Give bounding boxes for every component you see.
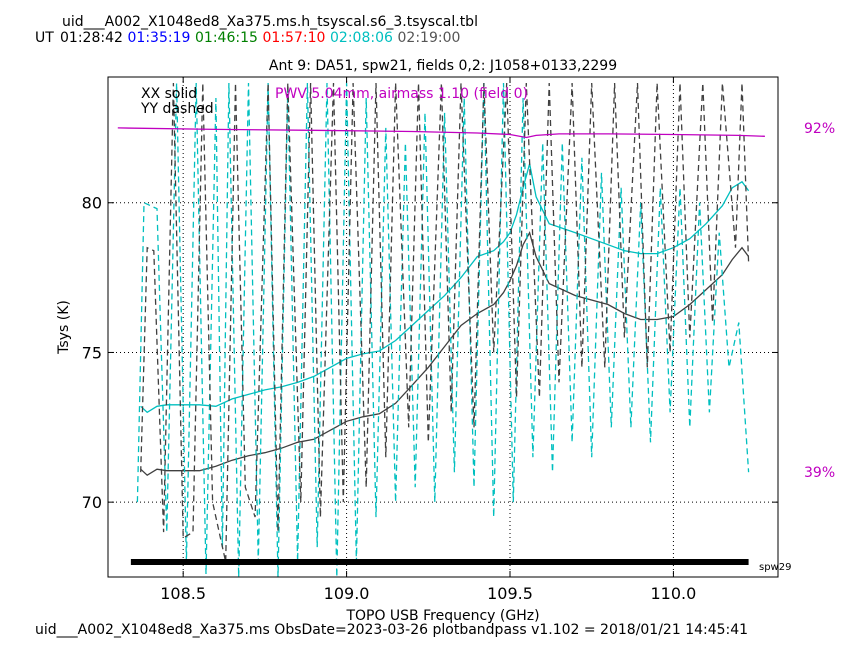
ut-time-3: 01:57:10 <box>262 30 326 46</box>
plot-frame <box>107 76 779 578</box>
y-tick-label: 70 <box>82 493 102 512</box>
x-axis-label: TOPO USB Frequency (GHz) <box>345 608 539 624</box>
ut-time-2: 01:46:15 <box>195 30 258 46</box>
ut-time-5: 02:19:00 <box>397 30 461 46</box>
ut-time-1: 01:35:19 <box>127 30 191 46</box>
ut-time-0: 01:28:42 <box>60 30 123 46</box>
ut-label: UT <box>35 30 54 46</box>
transmission-bottom-label: 39% <box>804 465 835 481</box>
x-tick-label: 110.0 <box>651 584 697 603</box>
legend-dashed: YY dashed <box>140 101 214 117</box>
ut-time-4: 02:08:06 <box>330 30 393 46</box>
xx-solid-series-1 <box>140 230 750 477</box>
y-tick-label: 75 <box>82 343 102 362</box>
transmission-top-label: 92% <box>804 121 835 137</box>
footer-info: uid___A002_X1048ed8_Xa375.ms ObsDate=202… <box>35 622 749 638</box>
pwv-label: PWV 5.04mm, airmass 1.10 (field 0) <box>275 86 528 102</box>
y-axis-label: Tsys (K) <box>56 300 72 355</box>
xx-solid-series-0 <box>140 163 750 414</box>
x-tick-label: 109.0 <box>324 584 370 603</box>
yy-dashed-series-2 <box>136 82 750 577</box>
y-tick-label: 80 <box>82 194 102 213</box>
spw-bar-label: spw29 <box>759 562 791 573</box>
series-layer <box>117 82 765 577</box>
x-tick-label: 109.5 <box>487 584 533 603</box>
grid <box>108 77 778 577</box>
x-tick-label: 108.5 <box>160 584 206 603</box>
chart-title: Ant 9: DA51, spw21, fields 0,2: J1058+01… <box>269 58 617 74</box>
file-title: uid___A002_X1048ed8_Xa375.ms.h_tsyscal.s… <box>62 14 478 30</box>
transmission-curve <box>117 127 765 139</box>
ticks: 108.5 109.0 109.5 110.0 70 75 80 <box>82 77 778 603</box>
legend-solid: XX solid <box>141 86 197 102</box>
